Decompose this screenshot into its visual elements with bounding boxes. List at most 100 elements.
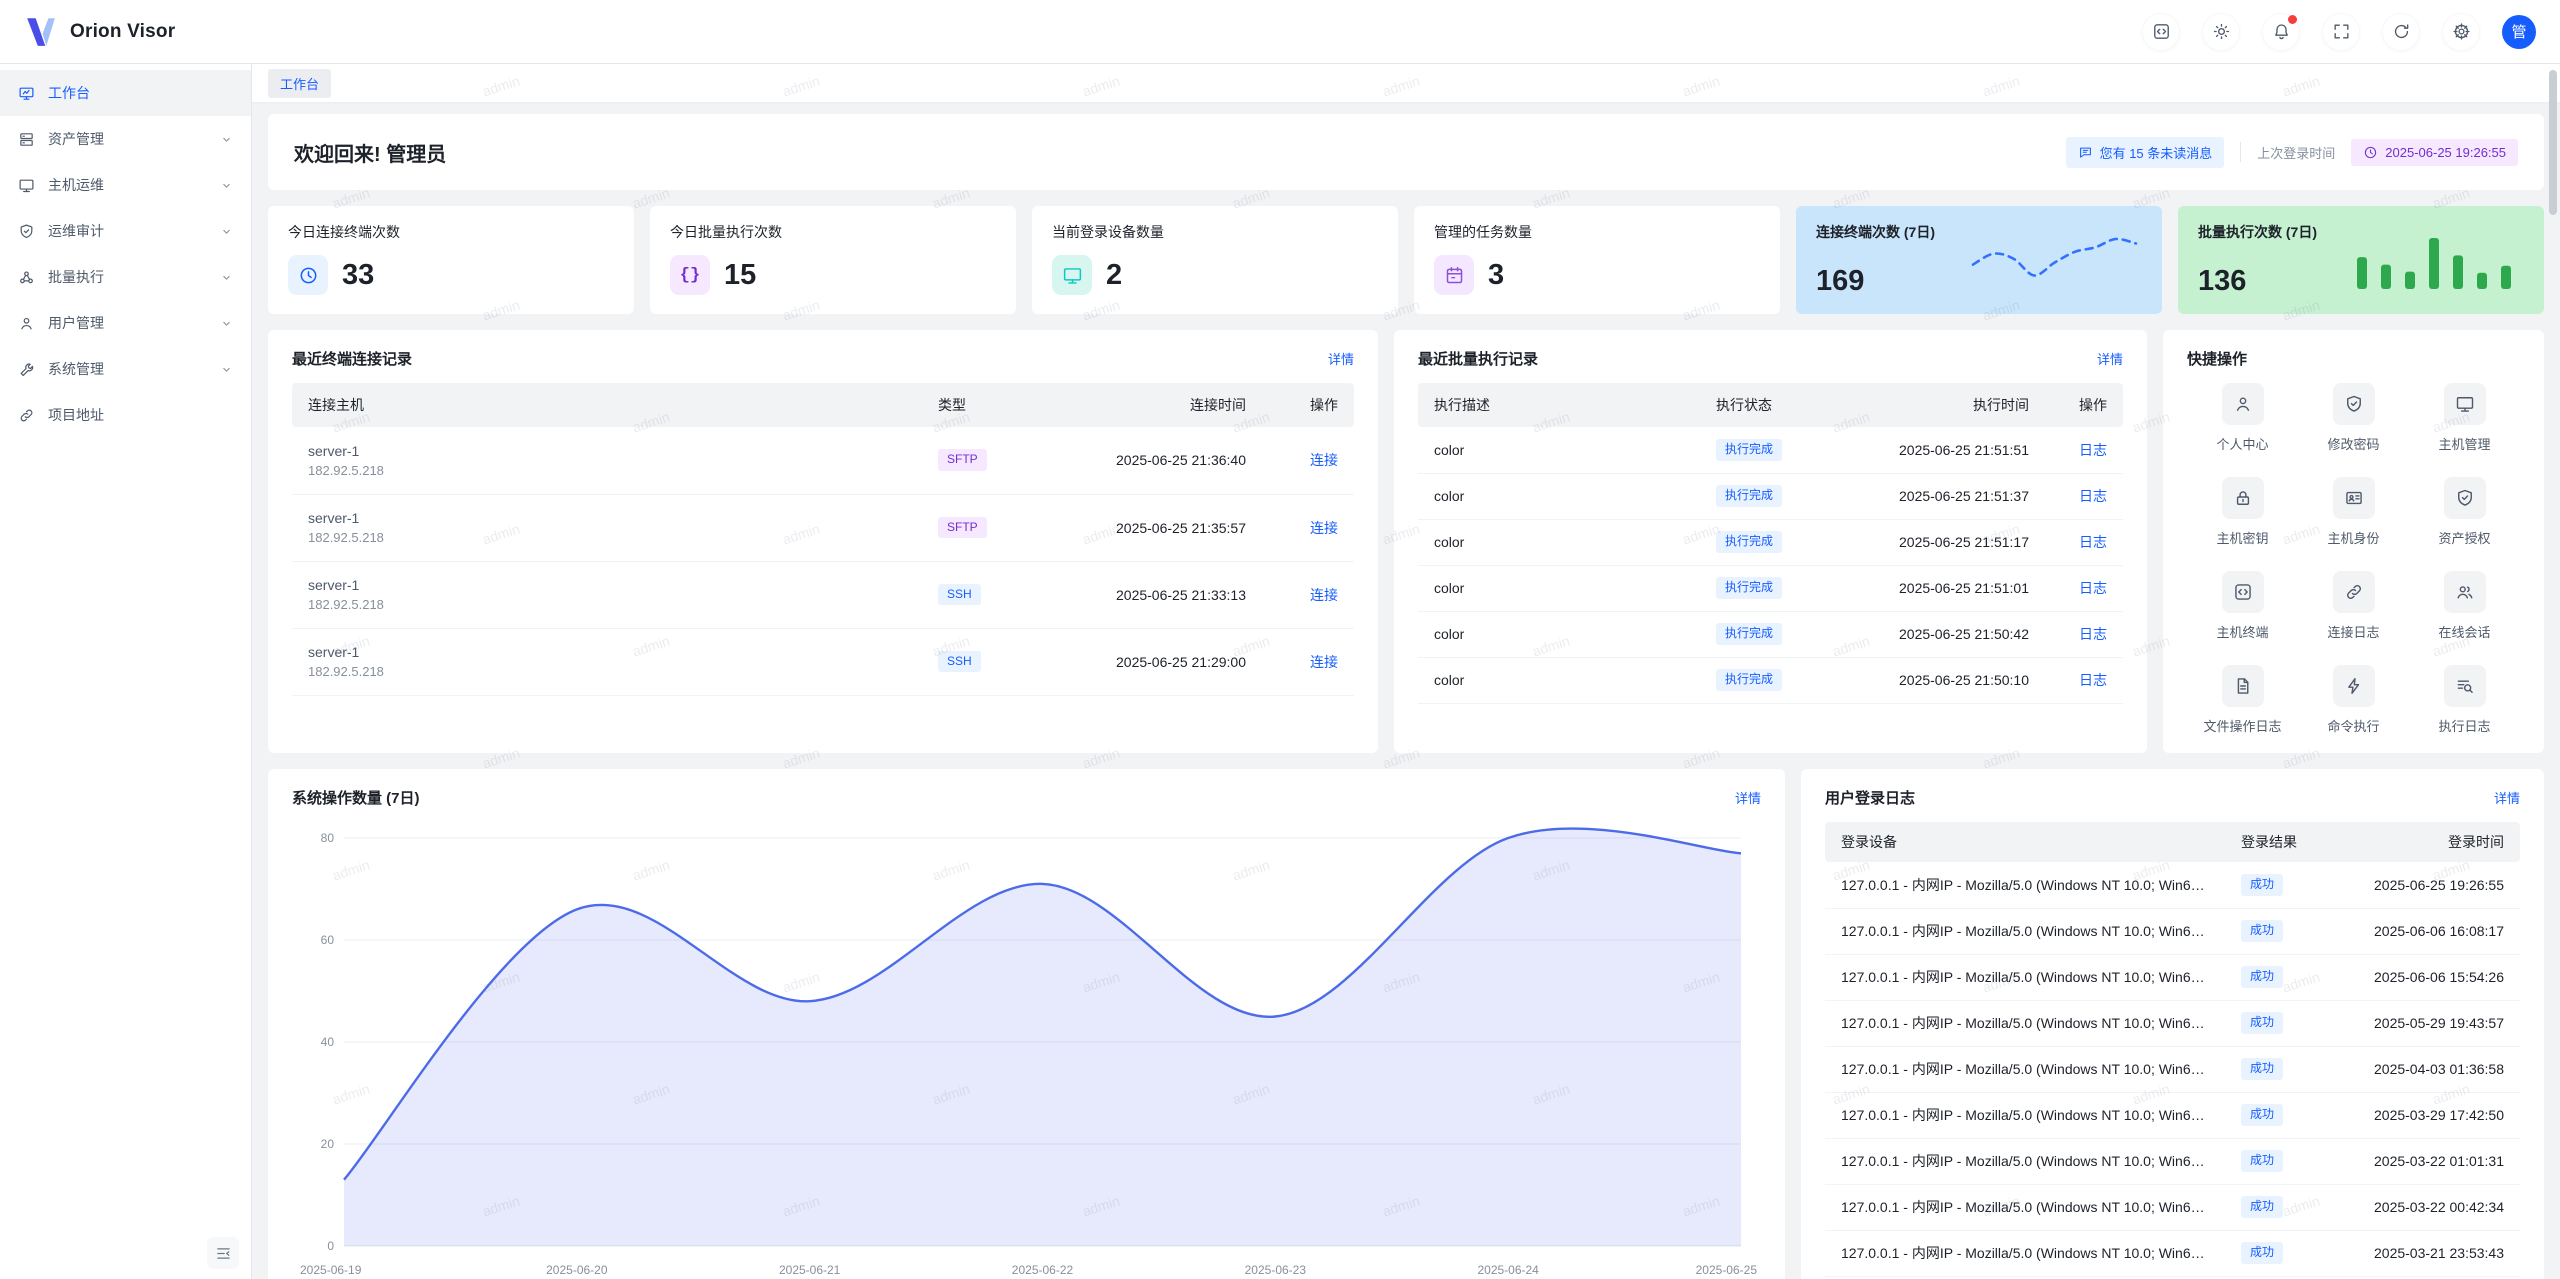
quick-action-11[interactable]: 命令执行 [2298,665,2409,735]
sidebar-item-6[interactable]: 用户管理 [0,300,251,346]
sidebar-item-4[interactable]: 运维审计 [0,208,251,254]
panels-row: 最近终端连接记录 详情 连接主机类型连接时间操作server-1182.92.5… [268,330,2544,753]
sidebar-item-label: 运维审计 [48,221,104,241]
batch-7d-card: 批量执行次数 (7日)136 [2178,206,2544,314]
message-icon [2078,145,2093,160]
column-header: 操作 [1262,383,1354,427]
login-device: 127.0.0.1 - 内网IP - Mozilla/5.0 (Windows … [1841,1105,2209,1125]
connect-link[interactable]: 连接 [1310,520,1338,536]
chevron-down-icon [220,225,233,238]
scrollbar-thumb[interactable] [2549,70,2557,215]
table-row: 127.0.0.1 - 内网IP - Mozilla/5.0 (Windows … [1825,1092,2520,1138]
fullscreen-button[interactable] [2322,13,2360,51]
code-view-button[interactable] [2142,13,2180,51]
quick-action-6[interactable]: 资产授权 [2409,477,2520,547]
stat-value: 136 [2198,265,2317,298]
refresh-icon [2392,22,2411,41]
connect-link[interactable]: 连接 [1310,452,1338,468]
column-header: 登录时间 [2325,822,2520,862]
exec-desc: color [1418,427,1700,473]
task-icon [1444,265,1465,286]
exec-desc: color [1418,519,1700,565]
log-link[interactable]: 日志 [2079,534,2107,550]
log-link[interactable]: 日志 [2079,442,2107,458]
quick-action-label: 主机密钥 [2216,528,2268,547]
svg-text:80: 80 [321,831,335,845]
quick-action-2[interactable]: 修改密码 [2298,383,2409,453]
theme-toggle-button[interactable] [2202,13,2240,51]
sidebar-collapse-button[interactable] [207,1237,239,1269]
login-result-tag: 成功 [2241,920,2283,942]
log-link[interactable]: 日志 [2079,626,2107,642]
sidebar-item-label: 用户管理 [48,313,104,333]
search-list-icon [2455,676,2475,696]
chevron-down-icon [220,133,233,146]
app-logo: Orion Visor [24,15,175,49]
stat-card-2: 今日批量执行次数{}15 [650,206,1016,314]
quick-action-8[interactable]: 连接日志 [2298,571,2409,641]
connect-link[interactable]: 连接 [1310,654,1338,670]
log-link[interactable]: 日志 [2079,580,2107,596]
breadcrumb-item-workbench[interactable]: 工作台 [268,69,331,98]
panel-title: 系统操作数量 (7日) [292,787,420,808]
quick-action-3[interactable]: 主机管理 [2409,383,2520,453]
settings-button[interactable] [2442,13,2480,51]
sidebar-item-2[interactable]: 资产管理 [0,116,251,162]
refresh-button[interactable] [2382,13,2420,51]
sidebar-item-3[interactable]: 主机运维 [0,162,251,208]
table-row: color执行完成2025-06-25 21:50:42日志 [1418,611,2123,657]
sidebar-item-5[interactable]: 批量执行 [0,254,251,300]
sidebar-item-8[interactable]: 项目地址 [0,392,251,438]
quick-action-label: 主机终端 [2216,622,2268,641]
quick-action-5[interactable]: 主机身份 [2298,477,2409,547]
table-row: server-1182.92.5.218SFTP2025-06-25 21:35… [292,494,1354,561]
sidebar-item-7[interactable]: 系统管理 [0,346,251,392]
column-header: 执行状态 [1700,383,1830,427]
exec-time: 2025-06-25 21:51:17 [1830,519,2045,565]
quick-action-10[interactable]: 文件操作日志 [2187,665,2298,735]
log-link[interactable]: 日志 [2079,488,2107,504]
ops-area-chart: 0204060802025-06-192025-06-202025-06-212… [292,822,1761,1279]
quick-action-7[interactable]: 主机终端 [2187,571,2298,641]
unread-messages-badge[interactable]: 您有 15 条未读消息 [2066,137,2225,168]
quick-action-12[interactable]: 执行日志 [2409,665,2520,735]
shield-check-icon [2344,394,2364,414]
stat-title: 今日连接终端次数 [288,222,614,242]
sidebar: 工作台资产管理主机运维运维审计批量执行用户管理系统管理项目地址 [0,64,252,1279]
code-square-icon [2233,582,2253,602]
batch-detail-link[interactable]: 详情 [2097,349,2123,368]
login-device: 127.0.0.1 - 内网IP - Mozilla/5.0 (Windows … [1841,1197,2209,1217]
app-header: Orion Visor 管 [0,0,2560,64]
sidebar-item-1[interactable]: 工作台 [0,70,251,116]
quick-action-9[interactable]: 在线会话 [2409,571,2520,641]
header-actions: 管 [2142,13,2536,51]
login-time: 2025-04-03 01:36:58 [2325,1046,2520,1092]
ops-detail-link[interactable]: 详情 [1735,788,1761,807]
login-time: 2025-03-29 17:42:50 [2325,1092,2520,1138]
stat-value: 15 [724,259,756,292]
code-icon [2152,22,2171,41]
column-header: 执行描述 [1418,383,1700,427]
column-header: 登录设备 [1825,822,2225,862]
login-detail-link[interactable]: 详情 [2494,788,2520,807]
login-log-table: 登录设备登录结果登录时间 127.0.0.1 - 内网IP - Mozilla/5… [1825,822,2520,1277]
exec-desc: color [1418,657,1700,703]
user-avatar[interactable]: 管 [2502,15,2536,49]
content-area: adminadminadminadminadminadminadminadmin… [252,64,2560,1279]
notifications-button[interactable] [2262,13,2300,51]
column-header: 登录结果 [2225,822,2325,862]
terminal-7d-card: 连接终端次数 (7日)169 [1796,206,2162,314]
quick-action-4[interactable]: 主机密钥 [2187,477,2298,547]
breadcrumb: 工作台 [252,64,2560,102]
divider [2240,142,2241,162]
terminal-detail-link[interactable]: 详情 [1328,349,1354,368]
panel-title: 最近批量执行记录 [1418,348,1538,369]
quick-action-1[interactable]: 个人中心 [2187,383,2298,453]
log-link[interactable]: 日志 [2079,672,2107,688]
table-row: server-1182.92.5.218SSH2025-06-25 21:29:… [292,628,1354,695]
host-ip: 182.92.5.218 [308,530,906,545]
table-row: 127.0.0.1 - 内网IP - Mozilla/5.0 (Windows … [1825,1230,2520,1276]
connect-link[interactable]: 连接 [1310,587,1338,603]
sidebar-item-label: 系统管理 [48,359,104,379]
host-name: server-1 [308,443,906,459]
